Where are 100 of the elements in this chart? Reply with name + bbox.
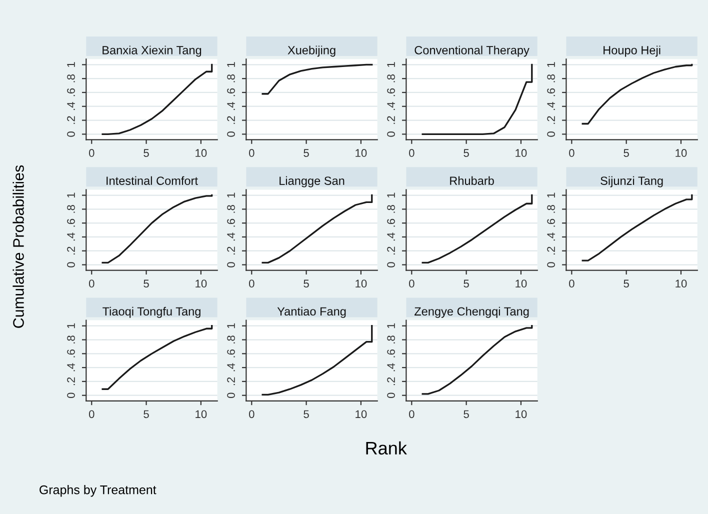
y-tick-label: .8 (387, 205, 395, 213)
y-tick-label: .6 (67, 350, 75, 358)
y-tick-label: .4 (67, 102, 75, 110)
y-tick-label: 1 (67, 192, 75, 198)
y-tick-label: 1 (67, 323, 75, 328)
x-tick-label: 5 (464, 410, 469, 418)
y-tick-label: .6 (547, 218, 555, 227)
x-tick-label: 0 (88, 280, 94, 288)
y-tick-label: .8 (227, 336, 235, 344)
y-tick-label: 0 (387, 132, 395, 137)
y-tick-label: 1 (387, 323, 395, 328)
x-tick-label: 5 (144, 149, 149, 157)
y-tick-label: 1 (387, 192, 395, 198)
y-tick-label: .4 (387, 102, 395, 110)
y-tick-label: .6 (67, 88, 75, 96)
x-tick-label: 5 (304, 149, 309, 157)
x-tick-label: 0 (248, 149, 254, 157)
y-tick-label: .8 (227, 205, 235, 213)
chart-title: Yantiao Fang (277, 306, 346, 318)
chart-title: Intestinal Comfort (106, 176, 198, 185)
x-tick-label: 5 (464, 280, 469, 288)
x-tick-label: 0 (569, 280, 574, 288)
y-tick-label: .4 (227, 363, 235, 372)
x-tick-label: 10 (516, 410, 527, 418)
x-tick-label: 0 (569, 149, 574, 157)
x-tick-label: 10 (676, 149, 687, 157)
x-tick-label: 0 (409, 410, 414, 418)
y-tick-label: .8 (387, 336, 395, 344)
x-tick-label: 5 (144, 280, 149, 288)
y-tick-label: .8 (387, 74, 395, 82)
y-tick-label: .4 (67, 363, 75, 372)
chart-title: Tiaoqi Tongfu Tang (102, 306, 200, 318)
y-tick-label: 1 (227, 62, 235, 67)
chart-title: Banxia Xiexin Tang (102, 46, 202, 57)
x-tick-label: 0 (409, 280, 414, 288)
x-tick-label: 10 (356, 410, 367, 418)
y-tick-label: .2 (227, 377, 235, 386)
chart-title: Rhubarb (450, 176, 494, 185)
line-series (102, 194, 213, 264)
y-tick-label: 0 (67, 392, 75, 398)
y-tick-label: .4 (387, 232, 395, 241)
x-tick-label: 0 (409, 149, 414, 157)
chart-title: Sijunzi Tang (600, 176, 663, 188)
chart-title: Xuebijing (288, 46, 336, 57)
x-tick-label: 5 (304, 410, 309, 418)
y-tick-label: 1 (387, 62, 395, 67)
y-tick-label: .4 (547, 232, 555, 241)
y-tick-label: .6 (67, 218, 75, 227)
y-tick-label: .2 (67, 116, 75, 124)
y-tick-label: .8 (67, 336, 75, 344)
line-series (582, 64, 693, 125)
x-tick-label: 5 (464, 149, 469, 157)
x-tick-label: 0 (248, 410, 254, 418)
y-tick-label: 1 (67, 62, 75, 67)
y-tick-label: .2 (547, 246, 555, 254)
y-tick-label: .4 (67, 232, 75, 241)
line-series (422, 325, 533, 395)
y-tick-label: .8 (227, 74, 235, 82)
y-tick-label: .8 (67, 205, 75, 213)
x-tick-label: 0 (248, 280, 254, 288)
x-tick-label: 10 (356, 149, 367, 157)
x-tick-label: 10 (356, 280, 367, 288)
y-tick-label: 0 (547, 132, 555, 137)
y-tick-label: .8 (547, 74, 555, 82)
x-axis-title: Rank (366, 441, 407, 455)
x-tick-label: 10 (676, 280, 687, 288)
y-tick-label: 1 (547, 192, 555, 198)
y-tick-label: .2 (387, 246, 395, 254)
y-tick-label: .6 (387, 88, 395, 96)
x-tick-label: 5 (144, 410, 149, 418)
x-tick-label: 10 (516, 280, 527, 288)
chart-title: Houpo Heji (604, 46, 660, 57)
x-tick-label: 0 (88, 410, 94, 418)
y-tick-label: .6 (547, 88, 555, 96)
y-tick-label: .4 (227, 232, 235, 241)
y-tick-label: 0 (547, 262, 555, 268)
x-tick-label: 10 (516, 149, 527, 157)
y-tick-label: 1 (547, 62, 555, 67)
y-tick-label: 0 (227, 262, 235, 268)
y-tick-label: 0 (227, 392, 235, 398)
y-tick-label: 0 (67, 262, 75, 268)
y-tick-label: .2 (227, 116, 235, 124)
y-tick-label: 0 (67, 132, 75, 137)
x-tick-label: 5 (624, 149, 629, 157)
line-series (422, 64, 533, 135)
y-tick-label: 0 (387, 262, 395, 268)
y-tick-label: 0 (387, 392, 395, 398)
x-tick-label: 10 (196, 410, 207, 418)
y-tick-label: .8 (547, 205, 555, 213)
x-tick-label: 5 (624, 280, 629, 288)
chart-title: Liangge San (280, 176, 344, 188)
y-tick-label: .2 (67, 246, 75, 254)
x-tick-label: 0 (88, 149, 94, 157)
y-tick-label: .8 (67, 74, 75, 82)
y-tick-label: .6 (227, 350, 235, 358)
y-tick-label: .2 (387, 377, 395, 386)
x-tick-label: 10 (196, 280, 207, 288)
y-tick-label: .2 (547, 116, 555, 124)
chart-title: Conventional Therapy (414, 46, 530, 57)
y-tick-label: .6 (387, 218, 395, 227)
